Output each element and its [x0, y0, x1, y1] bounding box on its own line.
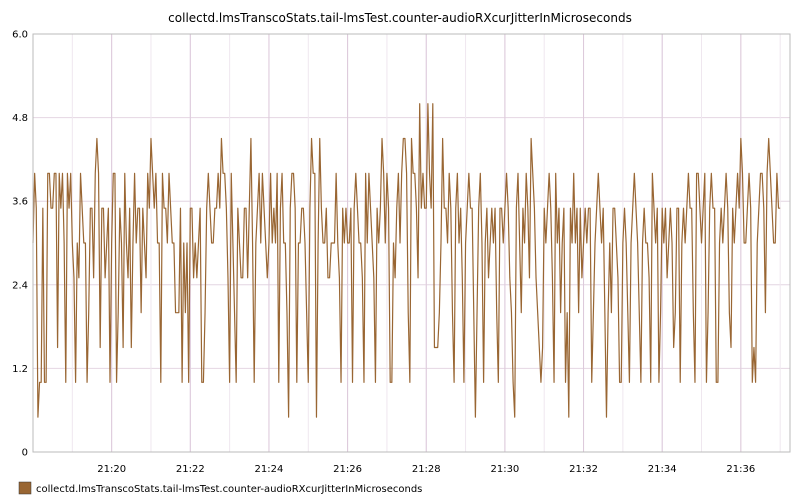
x-tick-label: 21:22	[176, 464, 205, 475]
x-tick-labels: 21:20 21:22 21:24 21:26 21:28 21:30 21:32 21:34…	[97, 464, 755, 475]
y-tick-label: 2.4	[12, 280, 28, 291]
y-tick-label: 1.2	[12, 364, 28, 375]
x-tick-label: 21:28	[412, 464, 441, 475]
y-tick-label: 0	[22, 448, 28, 459]
y-tick-label: 6.0	[12, 30, 28, 41]
x-tick-label: 21:20	[97, 464, 126, 475]
x-tick-label: 21:36	[726, 464, 755, 475]
chart-title: collectd.lmsTranscoStats.tail-lmsTest.co…	[168, 11, 632, 25]
x-tick-label: 21:32	[569, 464, 598, 475]
y-tick-label: 4.8	[12, 113, 28, 124]
x-tick-label: 21:34	[648, 464, 677, 475]
x-tick-label: 21:24	[255, 464, 284, 475]
x-tick-label: 21:26	[333, 464, 362, 475]
x-tick-label: 21:30	[490, 464, 519, 475]
legend: collectd.lmsTranscoStats.tail-lmsTest.co…	[19, 482, 422, 495]
legend-swatch	[19, 482, 31, 494]
y-tick-label: 3.6	[12, 197, 28, 208]
legend-label: collectd.lmsTranscoStats.tail-lmsTest.co…	[36, 484, 422, 495]
